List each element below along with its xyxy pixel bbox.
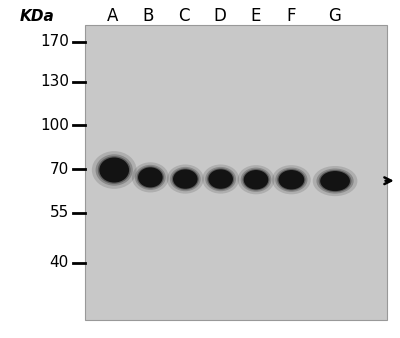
Text: C: C <box>178 7 190 25</box>
Ellipse shape <box>320 171 350 191</box>
Text: E: E <box>250 7 261 25</box>
Ellipse shape <box>277 169 306 190</box>
Ellipse shape <box>238 165 274 194</box>
Text: 170: 170 <box>40 34 69 49</box>
Text: B: B <box>143 7 154 25</box>
Ellipse shape <box>313 166 357 196</box>
Ellipse shape <box>170 167 201 191</box>
Ellipse shape <box>135 165 166 190</box>
Ellipse shape <box>272 165 311 194</box>
Text: G: G <box>329 7 342 25</box>
Ellipse shape <box>172 168 199 190</box>
Ellipse shape <box>275 168 308 192</box>
Ellipse shape <box>137 166 164 189</box>
Ellipse shape <box>242 169 270 190</box>
Ellipse shape <box>205 167 236 191</box>
Ellipse shape <box>278 170 304 189</box>
Ellipse shape <box>208 169 233 189</box>
Text: 100: 100 <box>40 118 69 133</box>
Ellipse shape <box>92 151 136 189</box>
Text: F: F <box>287 7 296 25</box>
Ellipse shape <box>316 169 354 194</box>
Text: 70: 70 <box>50 162 69 176</box>
Text: D: D <box>214 7 226 25</box>
Ellipse shape <box>207 168 234 190</box>
Ellipse shape <box>173 169 198 189</box>
Ellipse shape <box>241 168 272 192</box>
Ellipse shape <box>132 162 169 192</box>
Ellipse shape <box>319 170 352 192</box>
Ellipse shape <box>99 158 129 183</box>
Ellipse shape <box>138 167 163 188</box>
FancyBboxPatch shape <box>85 25 387 320</box>
Ellipse shape <box>202 165 239 194</box>
Ellipse shape <box>244 170 268 189</box>
Text: A: A <box>107 7 118 25</box>
Ellipse shape <box>167 165 204 194</box>
Ellipse shape <box>98 156 130 184</box>
Text: KDa: KDa <box>20 9 54 24</box>
Ellipse shape <box>96 154 133 186</box>
Text: 130: 130 <box>40 74 69 89</box>
Text: 55: 55 <box>50 205 69 220</box>
Text: 40: 40 <box>50 256 69 270</box>
